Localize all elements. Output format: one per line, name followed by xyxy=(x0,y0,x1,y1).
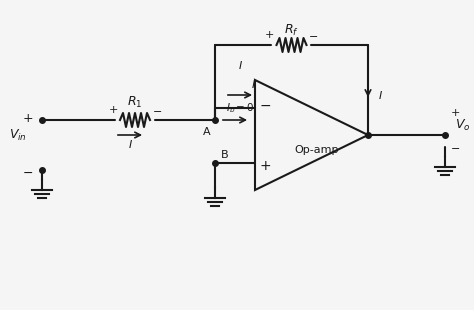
Text: $I$: $I$ xyxy=(377,89,383,101)
Text: $R_f$: $R_f$ xyxy=(284,22,299,38)
Text: +: + xyxy=(23,112,33,125)
Text: B: B xyxy=(221,149,229,160)
Text: $+$: $+$ xyxy=(259,158,271,172)
Text: $-$: $-$ xyxy=(152,105,162,115)
Text: $V_o$: $V_o$ xyxy=(455,117,471,133)
Text: $I$: $I$ xyxy=(250,78,255,90)
Text: $-$: $-$ xyxy=(22,166,34,179)
Text: $-$: $-$ xyxy=(450,142,460,152)
Text: $R_1$: $R_1$ xyxy=(128,95,143,109)
Text: Op-amp: Op-amp xyxy=(294,145,339,155)
Text: +: + xyxy=(265,30,274,40)
Text: $V_{in}$: $V_{in}$ xyxy=(9,127,27,143)
Text: +: + xyxy=(109,105,118,115)
Text: $-$: $-$ xyxy=(259,98,271,112)
Text: $I$: $I$ xyxy=(128,138,133,150)
Text: $I_b = 0$: $I_b = 0$ xyxy=(226,101,254,115)
Text: $-$: $-$ xyxy=(309,30,319,40)
Text: $I$: $I$ xyxy=(237,59,243,71)
Text: A: A xyxy=(203,127,211,137)
Text: +: + xyxy=(450,108,460,118)
